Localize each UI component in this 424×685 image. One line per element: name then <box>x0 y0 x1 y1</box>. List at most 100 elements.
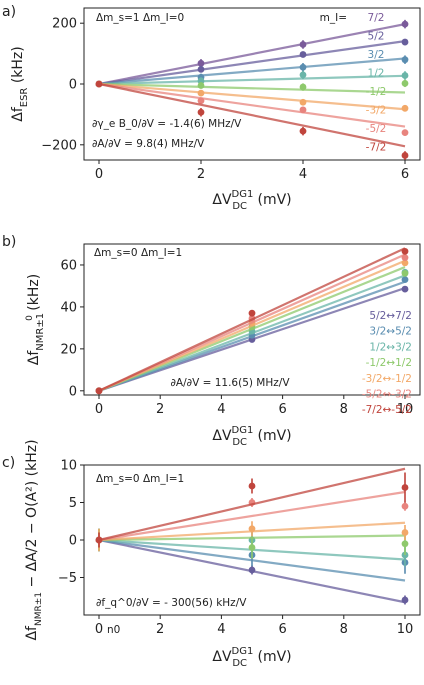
series-label: 5/2 <box>368 31 385 43</box>
y-axis-label: ΔfNMR±10 (kHz) <box>25 274 46 365</box>
y-tick-label: 0 <box>69 384 77 399</box>
series-label: -3/2↔-1/2 <box>362 373 412 385</box>
panel-label: c) <box>2 455 15 471</box>
y-tick-label: −5 <box>58 571 77 586</box>
data-point <box>197 89 205 97</box>
y-axis-label: ΔfESR (kHz) <box>10 46 30 122</box>
data-point <box>95 80 103 88</box>
data-point <box>248 309 256 317</box>
plot-frame-1 <box>83 243 421 396</box>
x-tick-label: 2 <box>197 167 205 182</box>
data-point <box>401 104 409 112</box>
top-annotation: Δm_s=0 Δm_I=1 <box>96 473 184 485</box>
data-point <box>248 566 256 574</box>
series-label: 3/2↔5/2 <box>369 326 412 338</box>
x-tick-label: 6 <box>278 622 286 637</box>
y-tick-label: 0 <box>69 534 77 549</box>
series-label: 1/2 <box>368 68 385 80</box>
series-label: -5/2 <box>366 123 387 135</box>
top-annotation: Δm_s=1 Δm_I=0 <box>96 12 184 24</box>
x-tick-label: 0 <box>95 622 103 637</box>
fit-line-0-0 <box>98 23 406 86</box>
data-point <box>401 254 409 262</box>
data-point <box>299 41 307 48</box>
data-point <box>95 387 103 395</box>
fit-line-0-1 <box>98 40 406 86</box>
x-axis-label: ΔVDG1 DC (mV) <box>212 425 291 448</box>
fit-line-0-3 <box>98 74 406 86</box>
data-point <box>299 127 307 135</box>
y-axis-label: ΔfNMR±1 − ΔA/2 − O(A²) (kHz) <box>24 439 44 640</box>
data-point <box>197 108 205 116</box>
data-point <box>401 540 409 548</box>
fit-line-0-4 <box>98 82 406 94</box>
fit-line-2-6 <box>98 467 406 542</box>
data-point <box>197 82 205 89</box>
fit-line-0-6 <box>98 82 406 128</box>
data-point <box>197 66 205 73</box>
data-point <box>299 106 307 114</box>
x-tick-label: 6 <box>401 167 409 182</box>
data-point <box>401 247 409 255</box>
series-label: -1/2 <box>366 86 387 98</box>
x-tick-label: 10 <box>397 402 414 417</box>
series-label: -7/2 <box>366 142 387 154</box>
series-label: -7/2↔-5/2 <box>362 404 412 416</box>
label-header: m_I= <box>320 12 347 24</box>
x-axis-label: ΔVDG1 DC (mV) <box>212 189 291 212</box>
data-point <box>401 276 409 284</box>
x-tick-label: 4 <box>217 622 225 637</box>
data-point <box>197 97 205 105</box>
y-tick-label: 60 <box>60 258 77 273</box>
data-point <box>299 63 307 71</box>
x-tick-label: 10 <box>397 622 414 637</box>
data-point <box>401 502 409 510</box>
x-tick-label: 2 <box>156 622 164 637</box>
series-label: 5/2↔7/2 <box>369 310 412 322</box>
data-point <box>248 544 256 551</box>
annotation-line-2: ∂A/∂V = 9.8(4) MHz/V <box>92 138 205 150</box>
data-point <box>197 59 205 67</box>
annotation-line-1: ∂f_q^0/∂V = - 300(56) kHz/V <box>96 597 247 609</box>
top-annotation: Δm_s=0 Δm_I=1 <box>94 247 182 259</box>
data-point <box>401 56 409 64</box>
x-tick-label: 8 <box>340 622 348 637</box>
data-point <box>401 285 409 293</box>
fit-line-0-7 <box>98 82 406 148</box>
x-tick-extra: n0 <box>107 624 120 636</box>
series-label: -5/2↔-3/2 <box>362 389 412 401</box>
y-tick-label: 200 <box>52 17 77 32</box>
data-point <box>401 129 409 137</box>
data-point <box>299 51 307 58</box>
data-point <box>401 79 409 87</box>
x-tick-label: 2 <box>156 402 164 417</box>
fit-line-0-5 <box>98 82 406 111</box>
data-point <box>401 484 409 491</box>
data-point <box>401 269 409 277</box>
y-tick-label: 40 <box>60 300 77 315</box>
data-point <box>299 71 307 79</box>
data-point <box>95 536 103 544</box>
data-point <box>248 482 256 490</box>
series-label: 3/2 <box>368 49 385 61</box>
data-point <box>401 259 409 267</box>
panel-label: b) <box>2 234 16 250</box>
data-point <box>401 72 409 79</box>
y-tick-label: 10 <box>60 459 77 474</box>
x-tick-label: 8 <box>340 402 348 417</box>
panel-label: a) <box>2 4 16 20</box>
x-tick-label: 0 <box>95 402 103 417</box>
fit-line-1-6 <box>98 247 406 392</box>
data-point <box>401 529 409 536</box>
x-tick-label: 4 <box>299 167 307 182</box>
x-tick-label: 0 <box>95 167 103 182</box>
data-point <box>401 20 409 28</box>
data-point <box>401 152 409 159</box>
y-tick-label: 20 <box>60 342 77 357</box>
series-label: -1/2↔1/2 <box>366 357 412 369</box>
y-tick-label: 5 <box>69 496 77 511</box>
data-point <box>401 596 409 604</box>
y-tick-label: −200 <box>41 138 77 153</box>
x-tick-label: 6 <box>278 402 286 417</box>
